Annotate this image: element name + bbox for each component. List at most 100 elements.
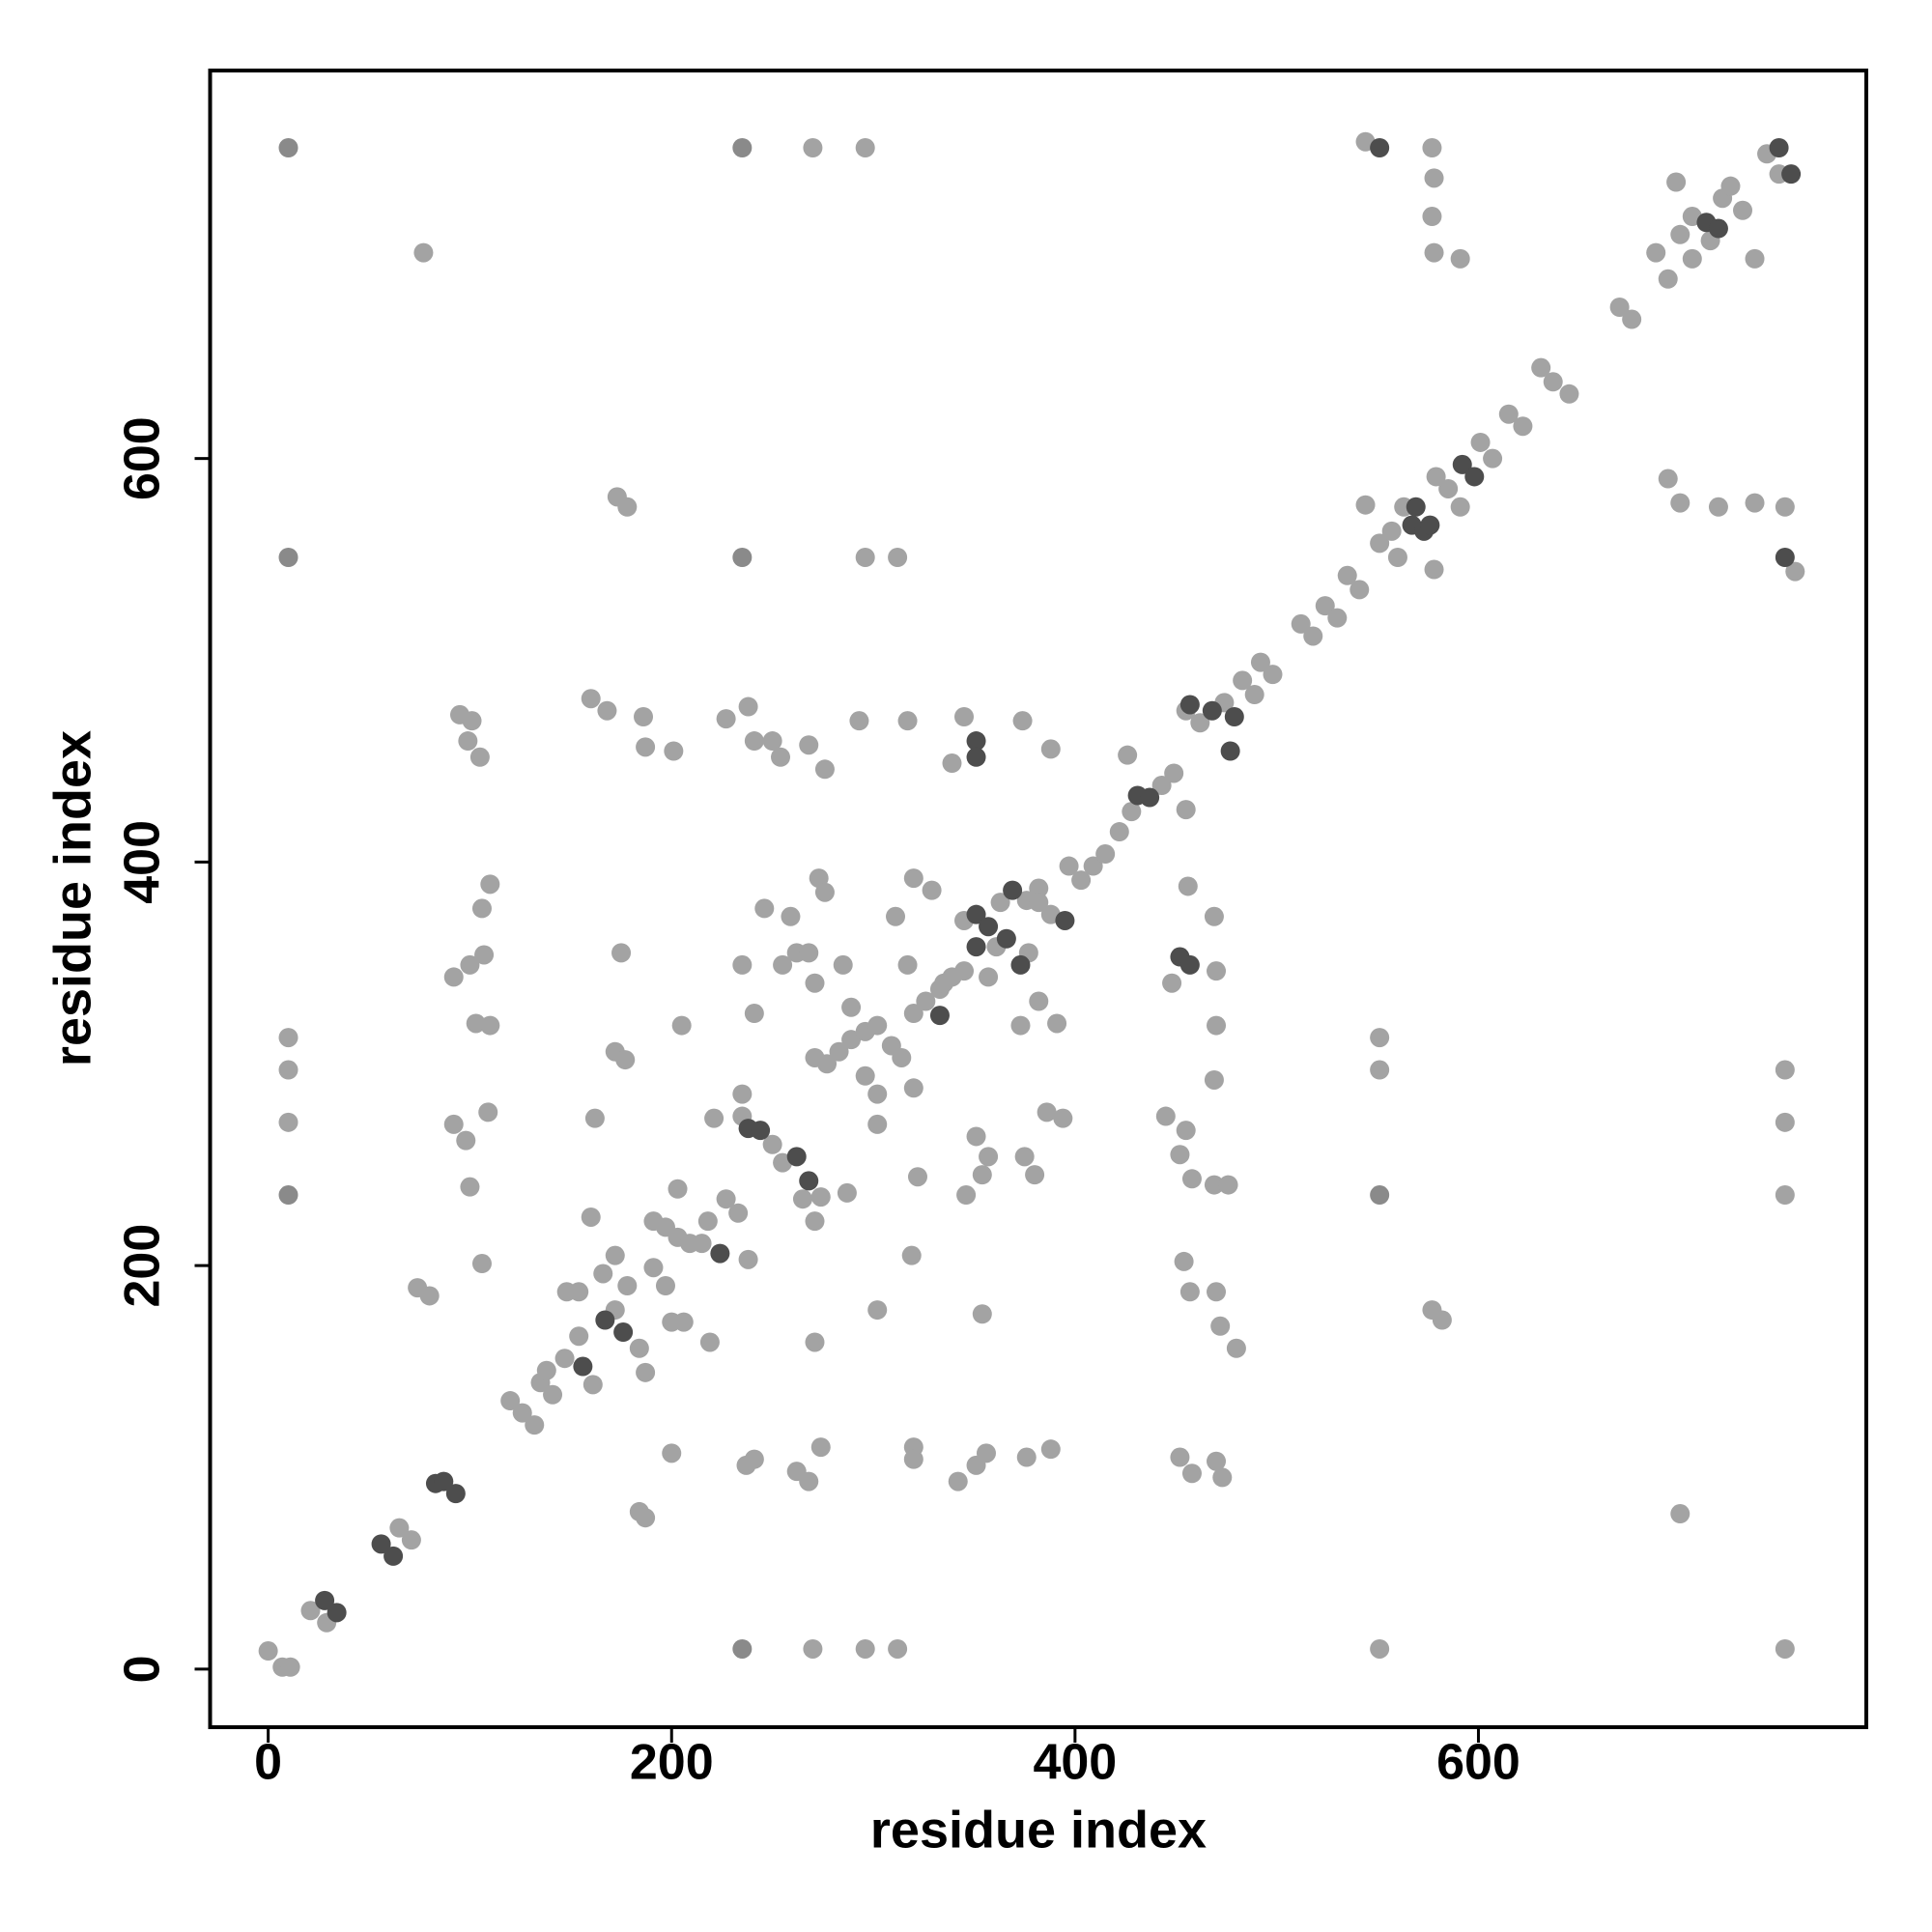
point	[1498, 404, 1519, 424]
y-tick-label: 200	[115, 1224, 171, 1308]
point	[1040, 1439, 1061, 1460]
point	[916, 991, 936, 1011]
point	[732, 1084, 753, 1104]
point	[673, 1312, 694, 1332]
point	[732, 547, 753, 567]
point	[1315, 596, 1335, 616]
point	[867, 1015, 888, 1036]
point	[792, 1189, 812, 1209]
point	[716, 709, 736, 729]
point	[810, 1187, 831, 1208]
point	[443, 1114, 464, 1134]
point	[799, 735, 819, 755]
point	[799, 943, 819, 963]
point	[1207, 1451, 1227, 1471]
point	[1190, 713, 1210, 733]
point	[1769, 137, 1789, 157]
point	[636, 1362, 656, 1382]
point	[732, 137, 753, 157]
point	[668, 1179, 688, 1199]
point	[1420, 515, 1440, 535]
point	[611, 943, 632, 963]
point	[771, 747, 791, 767]
point	[1181, 1463, 1202, 1484]
point	[1370, 533, 1390, 554]
point	[849, 711, 869, 731]
point	[1025, 1165, 1045, 1185]
point	[384, 1546, 404, 1566]
point	[1037, 1102, 1057, 1122]
point	[704, 1108, 724, 1128]
point	[803, 1638, 823, 1659]
point	[1438, 478, 1459, 498]
point	[1170, 1447, 1190, 1467]
point	[1059, 856, 1079, 876]
point	[278, 1185, 298, 1206]
point	[692, 1234, 712, 1254]
point	[1781, 164, 1802, 185]
point	[525, 1415, 545, 1435]
point	[972, 1304, 992, 1324]
point	[1355, 495, 1376, 515]
point	[979, 967, 999, 987]
point	[1029, 878, 1049, 898]
point	[799, 1171, 819, 1191]
point	[1670, 493, 1690, 513]
point	[1204, 906, 1224, 926]
point	[814, 882, 835, 902]
point	[954, 706, 975, 726]
point	[754, 898, 775, 919]
point	[1207, 1282, 1227, 1302]
point	[886, 906, 906, 926]
x-tick-label: 400	[1033, 1735, 1117, 1791]
point	[1118, 745, 1138, 765]
point	[582, 1375, 603, 1395]
point	[1176, 800, 1196, 820]
point	[1151, 776, 1172, 796]
point	[1370, 1185, 1390, 1206]
point	[445, 1484, 466, 1504]
point	[1682, 248, 1702, 269]
point	[443, 967, 464, 987]
point	[1406, 497, 1426, 517]
point	[460, 954, 480, 975]
point	[732, 954, 753, 975]
point	[466, 1013, 486, 1034]
point	[903, 1004, 923, 1024]
point	[1370, 1060, 1390, 1080]
point	[478, 1102, 498, 1122]
point	[1381, 521, 1402, 541]
point	[762, 1134, 782, 1154]
point	[1531, 357, 1551, 378]
point	[1745, 248, 1765, 269]
point	[1670, 1504, 1690, 1524]
point	[888, 1638, 908, 1659]
point	[500, 1391, 521, 1411]
x-tick-label: 200	[630, 1735, 714, 1791]
point	[1720, 176, 1741, 196]
point	[710, 1243, 730, 1264]
point	[972, 1165, 992, 1185]
y-tick-label: 600	[115, 416, 171, 500]
point	[751, 1121, 771, 1141]
point	[699, 1332, 720, 1352]
point	[805, 1211, 825, 1232]
point	[1483, 448, 1503, 469]
point	[1122, 802, 1142, 822]
point	[1204, 1069, 1224, 1090]
point	[1226, 1338, 1246, 1358]
point	[855, 1065, 875, 1086]
point	[643, 1258, 664, 1278]
point	[1212, 1467, 1233, 1488]
point	[1053, 1108, 1073, 1128]
point	[1176, 1121, 1196, 1141]
point	[1733, 200, 1753, 220]
point	[810, 1437, 831, 1458]
point	[1775, 1060, 1795, 1080]
point	[471, 898, 492, 919]
point	[1204, 1175, 1224, 1195]
point	[1387, 547, 1407, 567]
point	[664, 741, 684, 761]
point	[1708, 218, 1728, 239]
